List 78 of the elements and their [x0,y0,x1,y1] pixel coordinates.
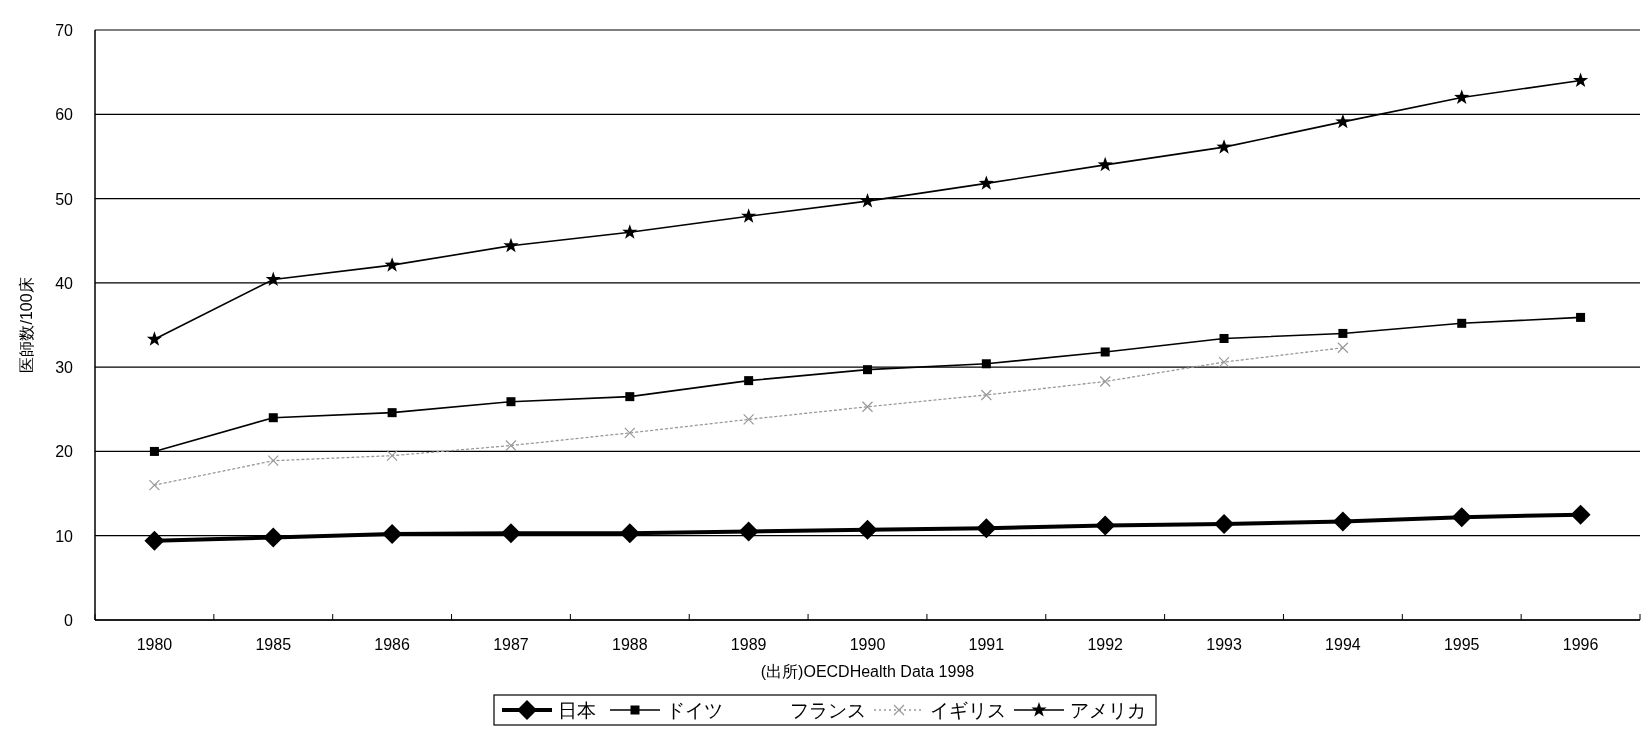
y-tick-label: 10 [55,527,74,545]
point [387,408,397,418]
point [263,527,284,548]
y-tick-label: 0 [64,612,74,629]
x-tick-label: 1993 [1206,636,1242,653]
point [144,530,165,551]
point [625,392,635,402]
x-tick-label: 1996 [1562,636,1599,653]
point [978,175,994,190]
point [505,439,517,452]
x-tick-label: 1990 [849,636,886,653]
x-tick-label: 1991 [968,636,1005,653]
point [1095,515,1116,536]
point [1099,375,1111,388]
legend-label: ドイツ [666,700,723,721]
point [857,519,878,540]
point [861,401,874,413]
y-tick-label: 50 [55,190,74,208]
point [1338,328,1348,338]
y-tick-label: 20 [55,443,74,461]
point [1332,511,1353,532]
point [146,331,163,346]
y-axis-title: 医師数/100床 [18,277,35,373]
point [981,359,991,369]
point [743,413,755,425]
x-tick-label: 1980 [136,636,173,653]
point [1454,89,1470,104]
point [1218,356,1230,368]
point [1214,513,1235,534]
point [1335,113,1351,129]
point [1100,347,1110,357]
point [624,427,636,439]
point [382,524,403,545]
legend-label: イギリス [930,700,1006,721]
point [267,455,279,467]
x-tick-label: 1989 [730,636,767,653]
point [622,224,638,239]
point [1219,333,1229,343]
y-tick-label: 40 [55,274,74,292]
point [500,523,521,544]
x-tick-label: 1988 [612,636,648,653]
point [1457,318,1467,328]
point [148,479,161,491]
y-tick-label: 30 [55,359,74,377]
point [741,208,757,223]
point [265,271,281,286]
point [1576,312,1586,322]
point [976,518,997,539]
point [149,446,159,456]
x-tick-label: 1987 [493,636,529,653]
point [384,257,400,272]
x-tick-label: 1985 [255,636,292,653]
point [386,450,398,462]
text: フランス [790,700,866,721]
point [1570,504,1591,525]
y-tick-label: 70 [55,22,74,39]
x-tick-label: 1995 [1443,636,1480,653]
point [1216,139,1232,154]
point [863,365,872,375]
y-tick-label: 60 [55,106,74,124]
point [980,389,992,401]
legend-label: 日本 [558,700,596,721]
x-tick-label: 1992 [1087,636,1124,653]
x-tick-label: 1986 [374,636,411,653]
point [1451,507,1472,528]
point [506,397,516,407]
point [503,237,519,253]
point [1097,156,1113,172]
point [738,521,759,542]
point [859,193,876,208]
x-tick-label: 1994 [1325,636,1361,653]
text: (出所)OECDHealth Data 1998 [760,663,975,680]
legend-label: アメリカ [1070,700,1146,721]
point [1337,342,1349,354]
point [1572,72,1589,88]
point [268,413,278,423]
point [619,523,640,544]
point [744,376,754,386]
